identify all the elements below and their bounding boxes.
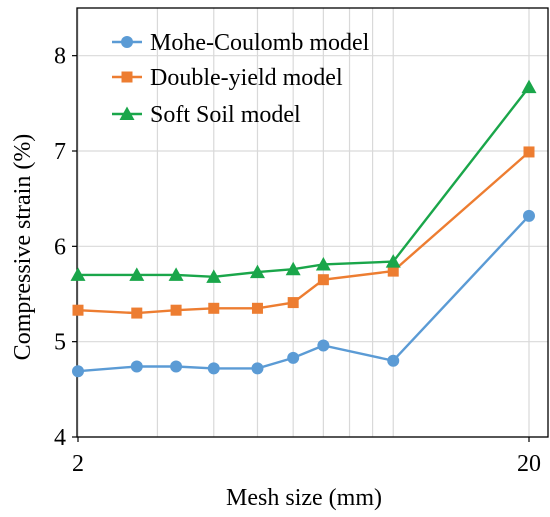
data-point-series-3 xyxy=(521,79,537,94)
data-point-series-3 xyxy=(385,254,401,268)
data-point-series-2 xyxy=(523,146,535,158)
legend-label: Soft Soil model xyxy=(150,102,301,128)
data-point-series-3 xyxy=(129,267,145,281)
data-point-series-1 xyxy=(207,362,220,375)
y-tick-label: 6 xyxy=(54,234,66,260)
legend-label: Mohe-Coulomb model xyxy=(150,30,370,56)
x-axis-label: Mesh size (mm) xyxy=(226,485,382,511)
data-point-series-2 xyxy=(208,302,220,314)
data-point-series-1 xyxy=(387,354,400,367)
axis-ticks: 4 5 6 7 8 2 20 xyxy=(54,44,541,477)
legend-label: Double-yield model xyxy=(150,65,343,91)
data-point-series-2 xyxy=(170,304,182,316)
data-point-series-1 xyxy=(523,209,535,222)
x-tick-label: 20 xyxy=(517,451,541,477)
data-point-series-3 xyxy=(249,264,265,279)
data-point-series-3 xyxy=(168,267,184,281)
data-point-series-2 xyxy=(72,304,84,316)
data-point-series-1 xyxy=(251,362,264,375)
data-point-series-3 xyxy=(315,256,331,271)
data-point-series-2 xyxy=(387,265,399,277)
data-point-series-2 xyxy=(317,274,329,286)
y-tick-label: 4 xyxy=(54,425,66,451)
data-point-series-3 xyxy=(70,267,86,281)
legend-marker xyxy=(121,71,133,83)
plot-area-frame xyxy=(76,7,549,438)
data-point-series-2 xyxy=(251,302,263,314)
legend-marker xyxy=(119,106,135,120)
y-tick-label: 7 xyxy=(54,139,66,165)
data-point-series-3 xyxy=(285,261,301,276)
data-point-series-1 xyxy=(130,360,143,373)
data-point-series-2 xyxy=(287,297,299,309)
data-point-series-2 xyxy=(131,307,143,319)
series-markers xyxy=(70,79,537,378)
data-point-series-1 xyxy=(317,339,330,352)
data-point-series-1 xyxy=(170,360,183,373)
data-point-series-3 xyxy=(206,269,222,283)
series-line-3 xyxy=(78,86,530,279)
legend: Mohe-Coulomb model Double-yield model Soft… xyxy=(112,30,370,128)
legend-marker xyxy=(121,36,133,48)
data-point-series-1 xyxy=(287,351,300,364)
y-tick-label: 8 xyxy=(54,44,66,70)
y-axis-label: Compressive strain (%) xyxy=(10,134,36,361)
y-tick-label: 5 xyxy=(54,330,66,356)
x-tick-label: 2 xyxy=(72,451,84,477)
data-point-series-1 xyxy=(72,365,84,378)
series-lines xyxy=(77,86,530,373)
